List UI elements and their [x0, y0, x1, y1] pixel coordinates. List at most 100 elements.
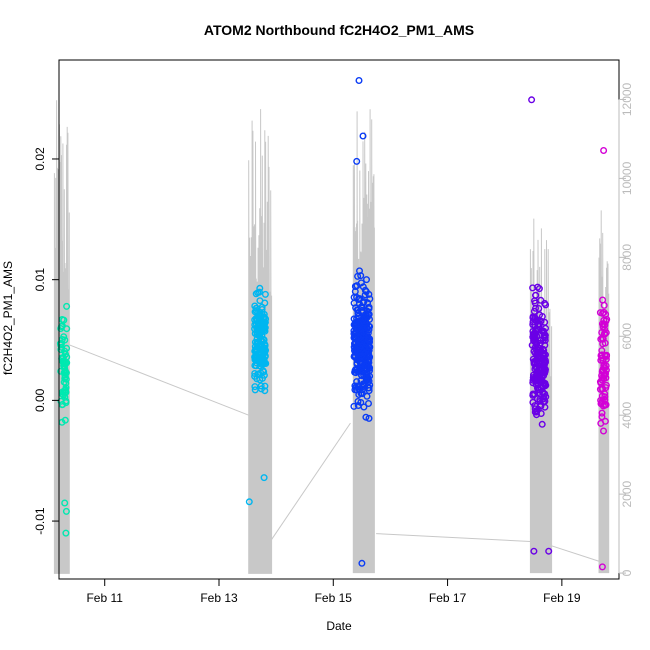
y2-tick-label: 12000 — [620, 82, 634, 116]
data-point — [351, 340, 359, 348]
data-point — [363, 340, 371, 348]
data-point — [353, 282, 361, 290]
data-point — [358, 372, 366, 380]
data-point — [366, 295, 374, 303]
data-point — [599, 323, 607, 331]
data-point — [529, 318, 537, 326]
data-point — [354, 272, 362, 280]
data-point — [363, 276, 371, 284]
sensor-line-connector — [267, 422, 351, 546]
data-point — [359, 132, 367, 140]
data-point — [541, 341, 549, 349]
data-point — [530, 358, 538, 366]
data-point — [362, 288, 370, 296]
data-point — [358, 352, 366, 360]
data-point — [62, 507, 70, 515]
data-point — [364, 313, 372, 321]
data-point — [358, 308, 366, 316]
data-point — [529, 314, 537, 322]
y2-tick-label: 10000 — [620, 161, 634, 195]
data-point — [535, 305, 543, 313]
data-point — [62, 529, 70, 537]
y-tick-label: 0.00 — [33, 388, 47, 412]
y-axis-title: fC2H4O2_PM1_AMS — [1, 261, 15, 375]
x-tick-label: Feb 15 — [315, 591, 353, 605]
secondary-y-axis: 0 2000 4000 6000 8000 10000 12000 — [618, 82, 634, 576]
data-point — [353, 157, 361, 165]
y2-tick-label: 8000 — [620, 244, 634, 271]
data-point — [261, 327, 269, 335]
data-point — [357, 360, 365, 368]
data-point — [352, 322, 360, 330]
data-point — [261, 290, 269, 298]
data-point — [600, 316, 608, 324]
x-tick-label: Feb 11 — [86, 591, 123, 605]
y-tick-label: -0.01 — [33, 507, 47, 535]
data-point — [261, 299, 269, 307]
data-point — [364, 336, 372, 344]
data-point — [252, 304, 260, 312]
data-point — [354, 402, 362, 410]
data-point — [537, 296, 545, 304]
data-point — [355, 76, 363, 84]
data-point — [542, 301, 550, 309]
data-point — [61, 360, 69, 368]
data-point — [598, 409, 606, 417]
data-point — [599, 296, 607, 304]
data-point — [356, 344, 364, 352]
data-point — [357, 272, 365, 280]
data-point — [257, 342, 265, 350]
y2-tick-label: 2000 — [620, 480, 634, 507]
data-point — [354, 382, 362, 390]
sensor-line-connector — [550, 544, 600, 562]
y-axis: -0.01 0.00 0.01 0.02 — [33, 147, 60, 535]
data-point — [602, 374, 610, 382]
data-point — [533, 358, 541, 366]
data-point — [57, 325, 65, 333]
data-point — [600, 427, 608, 435]
data-point — [534, 384, 542, 392]
sensor-line-layer — [53, 100, 610, 574]
data-point — [598, 413, 606, 421]
data-point — [253, 317, 261, 325]
data-point — [540, 380, 548, 388]
sensor-line-connector — [67, 343, 249, 416]
data-point — [601, 390, 609, 398]
data-point — [539, 388, 547, 396]
data-point — [257, 382, 265, 390]
data-point — [350, 353, 358, 361]
data-point — [535, 323, 543, 331]
data-point — [257, 337, 265, 345]
data-point — [359, 324, 367, 332]
data-point — [253, 353, 261, 361]
data-point — [260, 359, 268, 367]
data-point — [598, 347, 606, 355]
data-point — [538, 420, 546, 428]
data-point — [596, 309, 604, 317]
data-point — [529, 284, 537, 292]
data-point — [354, 333, 362, 341]
data-point — [359, 283, 367, 291]
sensor-line-connector — [376, 533, 531, 543]
x-tick-label: Feb 13 — [200, 591, 238, 605]
data-point — [361, 291, 369, 299]
data-point — [539, 355, 547, 363]
data-point — [602, 355, 610, 363]
data-point — [357, 389, 365, 397]
y2-tick-label: 6000 — [620, 323, 634, 350]
data-point — [532, 291, 540, 299]
y-tick-label: 0.02 — [33, 147, 47, 171]
data-point — [600, 308, 608, 316]
sensor-line-burst — [529, 218, 553, 574]
data-point — [251, 386, 259, 394]
y2-tick-label: 0 — [620, 569, 634, 576]
y2-tick-label: 4000 — [620, 402, 634, 429]
data-point — [602, 384, 610, 392]
data-point — [598, 334, 606, 342]
data-point — [536, 379, 544, 387]
data-point — [365, 414, 373, 422]
data-point — [597, 396, 605, 404]
data-point — [531, 349, 539, 357]
